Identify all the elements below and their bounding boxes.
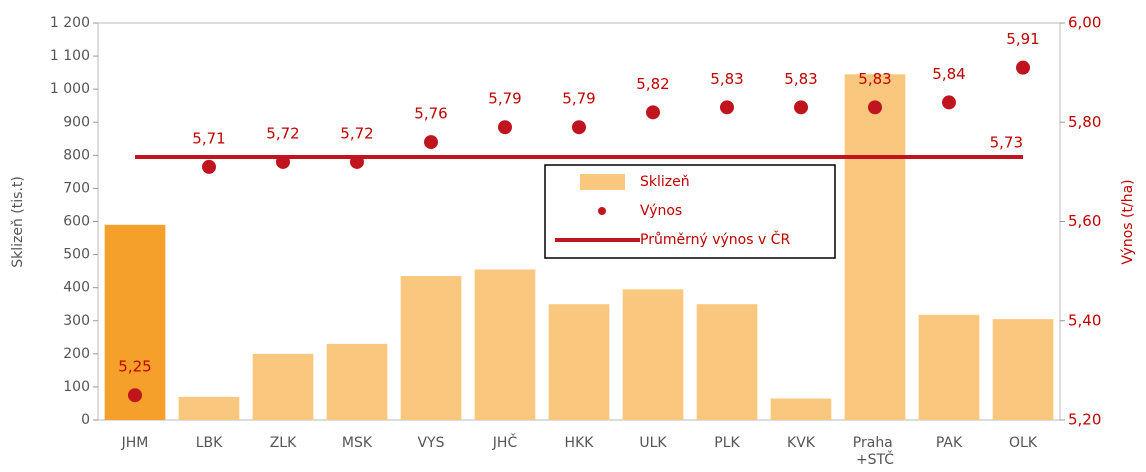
y2-tick-label: 5,80 — [1068, 113, 1101, 131]
y2-tick-label: 5,40 — [1068, 311, 1101, 329]
y-tick-label: 1 200 — [50, 15, 90, 31]
x-tick-label: MSK — [342, 435, 373, 451]
data-label: 5,91 — [1006, 30, 1039, 48]
bar — [918, 314, 980, 420]
data-label: 5,76 — [414, 105, 447, 123]
y-tick-label: 1 100 — [50, 48, 90, 64]
y-tick-label: 300 — [63, 313, 90, 329]
legend-label: Průměrný výnos v ČR — [640, 230, 790, 248]
y-axis-label: Sklizeň (tis.t) — [10, 176, 26, 268]
data-label: 5,83 — [784, 70, 817, 88]
data-label: 5,84 — [932, 65, 965, 83]
point — [498, 120, 512, 135]
legend-label: Výnos — [640, 203, 682, 219]
x-tick-label: PAK — [936, 435, 963, 451]
y2-axis-label: Výnos (t/ha) — [1120, 179, 1136, 264]
bar — [992, 319, 1054, 420]
bar — [844, 74, 906, 420]
point — [572, 120, 586, 135]
y-tick-label: 100 — [63, 379, 90, 395]
point — [942, 95, 956, 110]
data-label: 5,83 — [710, 70, 743, 88]
y2-tick-label: 6,00 — [1068, 14, 1101, 32]
y-tick-label: 0 — [81, 412, 90, 428]
bar — [104, 224, 166, 420]
legend-swatch — [598, 207, 606, 215]
bar — [400, 276, 462, 420]
y2-tick-label: 5,60 — [1068, 212, 1101, 230]
data-label: 5,83 — [858, 70, 891, 88]
x-tick-label: LBK — [196, 435, 223, 451]
point — [1016, 60, 1030, 75]
y-tick-label: 900 — [63, 114, 90, 130]
bar — [474, 269, 536, 420]
y-tick-label: 1 000 — [50, 81, 90, 97]
point — [424, 135, 438, 150]
x-tick-label: ULK — [639, 435, 667, 451]
y-tick-label: 200 — [63, 346, 90, 362]
bar — [770, 398, 832, 420]
bar — [622, 289, 684, 420]
data-label: 5,82 — [636, 75, 669, 93]
bar — [178, 396, 240, 420]
data-label: 5,25 — [118, 358, 151, 376]
point — [128, 388, 142, 403]
bar — [696, 304, 758, 420]
legend-swatch — [580, 174, 625, 190]
x-tick-label: JHČ — [492, 433, 518, 451]
point — [646, 105, 660, 120]
point — [202, 159, 216, 174]
x-tick-label: ZLK — [270, 435, 297, 451]
x-tick-label: Praha +STČ — [853, 435, 897, 468]
data-label: 5,72 — [266, 124, 299, 142]
average-label: 5,73 — [990, 133, 1023, 151]
bar — [326, 343, 388, 420]
x-tick-label: VYS — [417, 435, 444, 451]
x-tick-label: KVK — [787, 435, 816, 451]
bar — [252, 353, 314, 420]
point — [868, 100, 882, 115]
data-label: 5,79 — [488, 90, 521, 108]
y2-tick-label: 5,20 — [1068, 411, 1101, 429]
x-tick-label: OLK — [1009, 435, 1038, 451]
data-label: 5,72 — [340, 124, 373, 142]
x-tick-label: PLK — [714, 435, 740, 451]
data-label: 5,71 — [192, 129, 225, 147]
y-tick-label: 500 — [63, 247, 90, 263]
bar — [548, 304, 610, 420]
x-tick-label: HKK — [565, 435, 595, 451]
y-tick-label: 800 — [63, 147, 90, 163]
y-tick-label: 400 — [63, 280, 90, 296]
legend-label: Sklizeň — [640, 174, 690, 190]
point — [720, 100, 734, 115]
data-label: 5,79 — [562, 90, 595, 108]
x-tick-label: JHM — [121, 435, 149, 451]
y-tick-label: 600 — [63, 214, 90, 230]
point — [794, 100, 808, 115]
y-tick-label: 700 — [63, 180, 90, 196]
